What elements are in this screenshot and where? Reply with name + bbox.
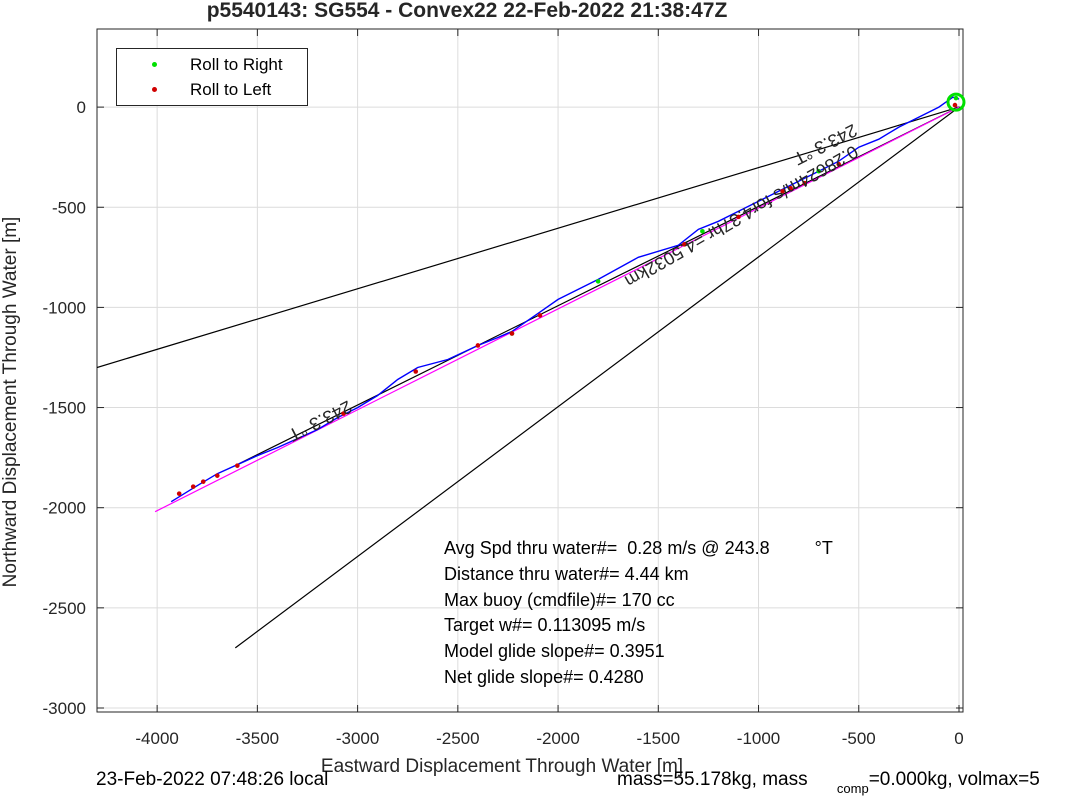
legend-item-roll-left: Roll to Left [117, 79, 307, 101]
stat-model-glide: Model glide slope#= 0.3951 [444, 641, 665, 662]
roll-left-point [788, 185, 793, 191]
stats-box: Avg Spd thru water#= 0.28 m/s @ 243.8 °T… [444, 536, 833, 691]
x-tick-label: 0 [954, 729, 963, 748]
chart-title: p5540143: SG554 - Convex22 22-Feb-2022 2… [207, 0, 728, 22]
x-axis-label: Eastward Displacement Through Water [m] [321, 756, 683, 777]
y-tick-label: 0 [77, 98, 86, 117]
legend-item-roll-right: Roll to Right [117, 54, 307, 76]
roll-left-point [682, 242, 687, 247]
y-tick-label: -2000 [43, 499, 86, 518]
legend: Roll to Right Roll to Left [116, 48, 308, 106]
footer-local-time: 23-Feb-2022 07:48:26 local [96, 769, 329, 790]
x-tick-label: -1000 [737, 729, 780, 748]
footer-mass: mass=55.178kg, mass comp=0.000kg, volmax… [617, 769, 1040, 796]
heading-cone-left-line [97, 106, 960, 369]
y-ticks: 0 -500 -1000 -1500 -2000 -2500 -3000 [43, 98, 963, 718]
grid [97, 29, 963, 712]
heading-cone-right-line [234, 106, 960, 649]
series [97, 92, 966, 649]
roll-left-point [413, 369, 419, 374]
roll-left-point [736, 214, 741, 220]
stat-net-glide: Net glide slope#= 0.4280 [444, 666, 644, 687]
y-axis-label: Northward Displacement Through Water [m] [0, 217, 21, 588]
roll-right-point [595, 279, 601, 284]
roll-left-point [836, 161, 842, 167]
roll-left-point [537, 313, 543, 318]
legend-label: Roll to Left [190, 80, 272, 99]
y-tick-label: -1000 [43, 298, 86, 317]
x-tick-label: -2000 [536, 729, 579, 748]
roll-left-point [780, 188, 785, 194]
roll-left-point [200, 479, 206, 484]
mean-line [154, 106, 960, 513]
x-tick-label: -4000 [135, 729, 178, 748]
roll-left-point [190, 484, 196, 489]
stat-target-w: Target w#= 0.113095 m/s [444, 615, 646, 636]
y-tick-label: -3000 [43, 699, 86, 718]
x-tick-label: -1500 [637, 729, 680, 748]
x-tick-label: -3500 [236, 729, 279, 748]
x-tick-label: -500 [842, 729, 876, 748]
heading-annotation: 243.3 °T [285, 397, 355, 446]
legend-label: Roll to Right [190, 55, 283, 74]
roll-right-point [700, 228, 705, 234]
footer-comp-text: =0.000kg, volmax=5 [868, 769, 1040, 790]
roll-left-point [341, 411, 346, 416]
heading-center-line [235, 106, 960, 467]
roll-left-point [214, 473, 220, 478]
roll-right-marker [152, 62, 157, 67]
roll-left-point [176, 491, 182, 496]
x-tick-label: -2500 [436, 729, 479, 748]
y-tick-label: -2500 [43, 599, 86, 618]
footer-mass-text: mass=55.178kg, mass [617, 769, 808, 790]
plot-frame [96, 28, 964, 713]
roll-left-point [475, 343, 481, 348]
roll-right-point [953, 95, 959, 101]
y-tick-label: -500 [52, 198, 86, 217]
roll-left-marker [152, 87, 157, 92]
dive-start-marker [946, 92, 966, 112]
roll-left-point [952, 102, 958, 108]
stat-distance: Distance thru water#= 4.44 km [444, 563, 689, 584]
roll-left-point [802, 180, 807, 186]
footer-comp-subscript: comp [836, 781, 869, 796]
roll-right-point [816, 168, 821, 174]
x-tick-label: -3000 [336, 729, 379, 748]
roll-left-point [509, 331, 515, 336]
y-tick-label: -1500 [43, 399, 86, 418]
stat-max-buoy: Max buoy (cmdfile)#= 170 cc [444, 589, 675, 610]
stat-avg-speed: Avg Spd thru water#= 0.28 m/s @ 243.8 °T [444, 538, 833, 558]
x-ticks: -4000 -3500 -3000 -2500 -2000 -1500 -1000 -500 0 [135, 29, 964, 748]
roll-left-point [235, 463, 240, 468]
